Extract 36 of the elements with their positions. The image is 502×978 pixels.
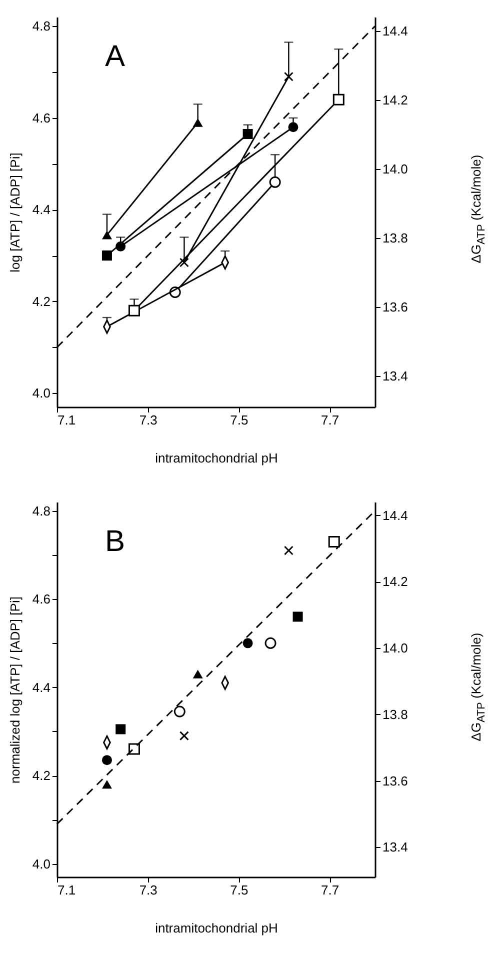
x-tick-label: 7.1 bbox=[58, 882, 76, 898]
x-tick-label: 7.3 bbox=[139, 412, 158, 428]
y-tick-label: 4.8 bbox=[32, 18, 50, 34]
y2-tick-label: 13.4 bbox=[382, 840, 408, 855]
annotation: A bbox=[105, 40, 126, 73]
y2-tick-label: 13.8 bbox=[382, 706, 408, 722]
y2-tick-label: 14.2 bbox=[382, 574, 408, 590]
x-tick-label: 7.3 bbox=[139, 882, 158, 898]
y2-tick-label: 14.2 bbox=[382, 92, 408, 108]
annotation: B bbox=[105, 525, 126, 558]
y2-tick-label: 13.6 bbox=[382, 773, 408, 788]
y2-tick-label: 14.4 bbox=[382, 508, 408, 523]
y-tick-label: 4.2 bbox=[32, 294, 50, 309]
x-axis-title: intramitochondrial pH bbox=[155, 920, 278, 936]
y2-tick-label: 13.4 bbox=[382, 368, 408, 384]
x-tick-label: 7.1 bbox=[58, 412, 76, 428]
y-tick-label: 4.6 bbox=[32, 110, 50, 126]
y-axis-title: log [ATP] / [ADP] [Pi] bbox=[7, 152, 22, 272]
y-tick-label: 4.0 bbox=[32, 386, 50, 401]
y2-tick-label: 14.4 bbox=[382, 23, 408, 38]
x-tick-label: 7.5 bbox=[230, 412, 248, 428]
y-tick-label: 4.2 bbox=[32, 768, 50, 784]
y-tick-label: 4.4 bbox=[32, 202, 50, 218]
y-tick-label: 4.0 bbox=[32, 856, 50, 872]
y2-tick-label: 14.0 bbox=[382, 161, 408, 176]
y2-tick-label: 14.0 bbox=[382, 640, 408, 656]
y2-tick-label: 13.6 bbox=[382, 299, 408, 314]
x-tick-label: 7.5 bbox=[230, 882, 248, 898]
y-axis-title: normalized log [ATP] / [ADP] [Pi] bbox=[7, 596, 22, 784]
y2-tick-label: 13.8 bbox=[382, 230, 408, 246]
y-tick-label: 4.6 bbox=[32, 592, 50, 607]
x-tick-label: 7.7 bbox=[321, 882, 340, 898]
x-tick-label: 7.7 bbox=[321, 412, 340, 428]
y-tick-label: 4.4 bbox=[32, 680, 50, 695]
y-tick-label: 4.8 bbox=[32, 503, 50, 518]
x-axis-title: intramitochondrial pH bbox=[155, 450, 278, 466]
